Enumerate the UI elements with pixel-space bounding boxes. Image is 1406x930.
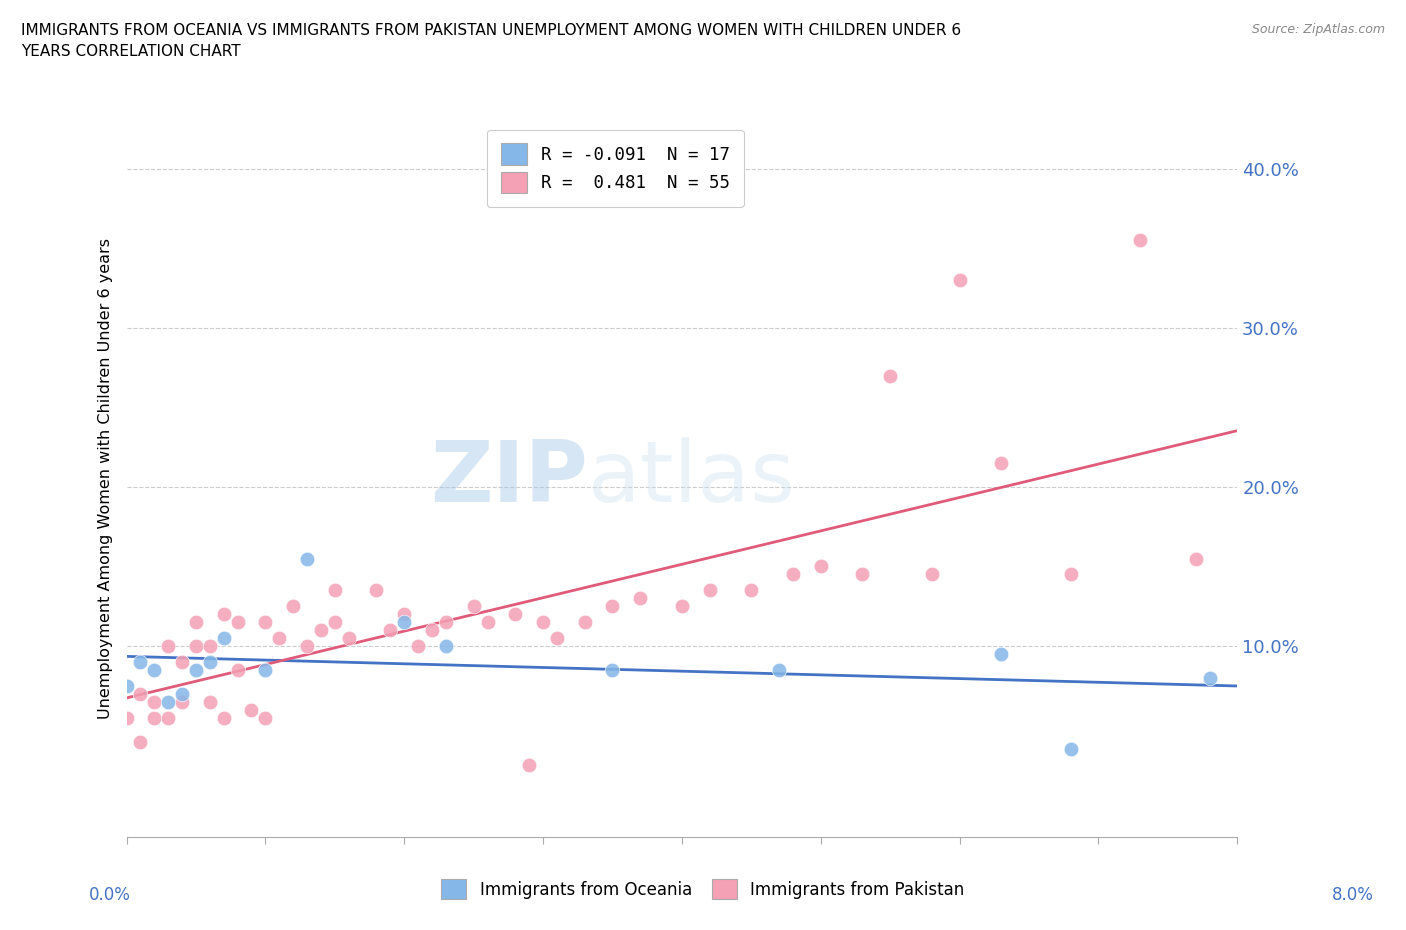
Point	[394, 615, 416, 630]
Point	[768, 662, 790, 677]
Point	[198, 639, 221, 654]
Point	[477, 615, 499, 630]
Point	[1129, 232, 1152, 247]
Point	[1060, 567, 1083, 582]
Point	[254, 662, 277, 677]
Text: atlas: atlas	[588, 437, 796, 521]
Legend: Immigrants from Oceania, Immigrants from Pakistan: Immigrants from Oceania, Immigrants from…	[433, 870, 973, 908]
Legend: R = -0.091  N = 17, R =  0.481  N = 55: R = -0.091 N = 17, R = 0.481 N = 55	[486, 129, 744, 206]
Point	[990, 646, 1012, 661]
Point	[503, 606, 526, 621]
Point	[172, 695, 194, 710]
Point	[1184, 551, 1206, 566]
Point	[115, 711, 138, 725]
Point	[851, 567, 873, 582]
Point	[517, 758, 540, 773]
Point	[420, 623, 443, 638]
Text: Source: ZipAtlas.com: Source: ZipAtlas.com	[1251, 23, 1385, 36]
Point	[337, 631, 360, 645]
Point	[782, 567, 804, 582]
Point	[463, 599, 485, 614]
Point	[434, 639, 457, 654]
Text: IMMIGRANTS FROM OCEANIA VS IMMIGRANTS FROM PAKISTAN UNEMPLOYMENT AMONG WOMEN WIT: IMMIGRANTS FROM OCEANIA VS IMMIGRANTS FR…	[21, 23, 962, 60]
Point	[115, 678, 138, 693]
Point	[143, 662, 166, 677]
Point	[254, 615, 277, 630]
Point	[323, 583, 346, 598]
Point	[226, 615, 249, 630]
Text: ZIP: ZIP	[430, 437, 588, 521]
Point	[212, 711, 235, 725]
Point	[671, 599, 693, 614]
Point	[172, 686, 194, 701]
Text: 8.0%: 8.0%	[1331, 885, 1374, 904]
Point	[628, 591, 651, 605]
Point	[143, 711, 166, 725]
Point	[531, 615, 554, 630]
Point	[143, 695, 166, 710]
Point	[1060, 742, 1083, 757]
Point	[740, 583, 762, 598]
Point	[157, 711, 180, 725]
Point	[295, 551, 318, 566]
Point	[240, 702, 263, 717]
Point	[157, 695, 180, 710]
Point	[184, 615, 207, 630]
Point	[157, 639, 180, 654]
Point	[602, 662, 624, 677]
Point	[198, 695, 221, 710]
Point	[366, 583, 388, 598]
Point	[879, 368, 901, 383]
Point	[323, 615, 346, 630]
Point	[434, 615, 457, 630]
Point	[269, 631, 291, 645]
Point	[129, 734, 152, 749]
Point	[948, 272, 970, 287]
Point	[198, 655, 221, 670]
Point	[380, 623, 402, 638]
Point	[184, 662, 207, 677]
Point	[699, 583, 721, 598]
Point	[295, 639, 318, 654]
Y-axis label: Unemployment Among Women with Children Under 6 years: Unemployment Among Women with Children U…	[97, 238, 112, 720]
Point	[226, 662, 249, 677]
Point	[129, 686, 152, 701]
Point	[212, 606, 235, 621]
Point	[172, 655, 194, 670]
Point	[212, 631, 235, 645]
Point	[546, 631, 568, 645]
Point	[810, 559, 832, 574]
Point	[281, 599, 304, 614]
Point	[129, 655, 152, 670]
Point	[254, 711, 277, 725]
Point	[394, 606, 416, 621]
Point	[921, 567, 943, 582]
Point	[602, 599, 624, 614]
Point	[406, 639, 429, 654]
Point	[184, 639, 207, 654]
Point	[990, 456, 1012, 471]
Point	[574, 615, 596, 630]
Text: 0.0%: 0.0%	[89, 885, 131, 904]
Point	[1198, 671, 1220, 685]
Point	[309, 623, 332, 638]
